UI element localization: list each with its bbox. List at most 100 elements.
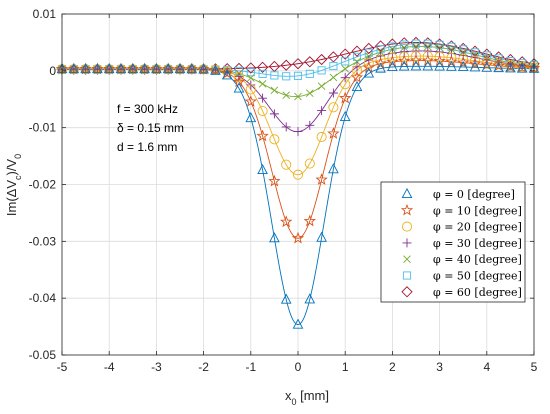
triangle-marker xyxy=(328,163,339,174)
legend-entry: φ = 0 [degree] xyxy=(401,187,515,201)
x-marker xyxy=(403,255,411,264)
diamond-marker xyxy=(245,62,257,74)
diamond-marker xyxy=(315,53,328,66)
x-tick-label: 3 xyxy=(436,360,443,374)
y-tick-label: -0.03 xyxy=(29,234,57,248)
diamond-marker xyxy=(280,59,292,71)
legend-label: φ = 40 [degree] xyxy=(433,253,522,266)
plus-marker xyxy=(258,93,268,103)
square-marker xyxy=(402,271,412,280)
triangle-marker xyxy=(375,62,386,73)
star-marker xyxy=(114,62,128,75)
triangle-marker xyxy=(127,63,139,74)
triangle-marker xyxy=(401,187,413,199)
star-marker xyxy=(421,54,434,66)
triangle-marker xyxy=(269,232,280,243)
triangle-marker xyxy=(363,67,375,78)
y-tick-label: -0.04 xyxy=(29,291,57,305)
triangle-marker xyxy=(186,63,198,74)
annotation-frequency: f = 300 kHz xyxy=(117,102,178,116)
star-marker xyxy=(173,62,187,75)
x-marker xyxy=(258,80,267,88)
legend-label: φ = 50 [degree] xyxy=(433,270,522,283)
x-ticks: -5 -4 -3 -2 -1 0 1 2 3 4 5 xyxy=(57,14,538,374)
star-marker xyxy=(445,55,458,67)
star-marker xyxy=(162,62,175,75)
diamond-marker xyxy=(339,48,351,60)
star-marker xyxy=(268,174,281,187)
x-tick-label: 0 xyxy=(295,360,302,374)
star-marker xyxy=(197,62,210,75)
diamond-marker xyxy=(327,51,340,63)
triangle-marker xyxy=(481,61,493,72)
circle-marker xyxy=(304,158,315,169)
triangle-marker xyxy=(210,64,221,75)
x-marker xyxy=(294,92,302,101)
star-marker xyxy=(350,70,364,83)
star-marker xyxy=(185,62,198,75)
star-marker xyxy=(138,62,151,75)
triangle-marker xyxy=(469,61,481,72)
x-tick-label: 1 xyxy=(342,360,349,374)
star-marker xyxy=(409,54,423,66)
triangle-marker xyxy=(398,60,410,71)
x-tick-label: 5 xyxy=(531,360,538,374)
star-marker xyxy=(280,215,293,228)
x-tick-label: -3 xyxy=(151,360,162,374)
triangle-marker xyxy=(422,60,434,71)
triangle-marker xyxy=(151,63,162,74)
star-marker xyxy=(492,59,505,72)
x-marker xyxy=(353,57,361,66)
plus-marker xyxy=(423,46,433,56)
star-marker xyxy=(221,66,234,79)
plus-marker xyxy=(340,73,350,83)
plus-marker xyxy=(402,238,412,248)
square-marker xyxy=(341,57,350,66)
y-ticks: -0.05 -0.04 -0.03 -0.02 -0.01 0 0.01 xyxy=(29,7,534,362)
y-tick-label: 0 xyxy=(49,64,56,78)
star-marker xyxy=(516,60,529,73)
triangle-marker xyxy=(316,231,327,242)
annotation-thickness: d = 1.6 mm xyxy=(117,140,177,154)
plus-marker xyxy=(411,46,421,56)
triangle-marker xyxy=(280,293,292,304)
triangle-marker xyxy=(103,63,115,74)
square-marker xyxy=(293,71,303,80)
square-marker xyxy=(305,69,314,78)
circle-marker xyxy=(233,72,245,83)
circle-marker xyxy=(316,131,327,143)
x-marker xyxy=(317,82,326,91)
circle-marker xyxy=(257,105,268,117)
diamond-marker xyxy=(292,58,304,70)
star-marker xyxy=(91,62,104,75)
x-tick-label: -2 xyxy=(198,360,209,374)
diamond-marker xyxy=(256,61,269,73)
triangle-marker xyxy=(387,60,398,72)
triangle-marker xyxy=(233,82,245,93)
triangle-marker xyxy=(493,61,504,73)
x-marker xyxy=(329,73,338,82)
square-marker xyxy=(317,66,326,75)
square-marker xyxy=(282,72,291,81)
plus-marker xyxy=(281,122,291,132)
star-marker xyxy=(327,127,340,139)
plus-marker xyxy=(293,127,303,137)
triangle-marker xyxy=(80,63,91,74)
annotations: f = 300 kHz δ = 0.15 mm d = 1.6 mm xyxy=(117,102,184,154)
square-marker xyxy=(329,61,338,71)
star-marker xyxy=(400,203,414,216)
x-marker xyxy=(423,42,432,51)
star-marker xyxy=(103,62,116,75)
y-tick-label: -0.05 xyxy=(29,348,57,362)
triangle-marker xyxy=(304,293,316,304)
x-marker xyxy=(305,89,314,98)
triangle-marker xyxy=(139,63,150,74)
legend-label: φ = 0 [degree] xyxy=(433,188,515,201)
plus-marker xyxy=(317,106,327,116)
x-axis-label: x0 [mm] xyxy=(285,388,329,407)
plus-marker xyxy=(328,88,338,98)
x-marker xyxy=(270,86,279,95)
triangle-marker xyxy=(174,63,186,74)
square-marker xyxy=(270,71,279,80)
star-marker xyxy=(374,57,387,69)
